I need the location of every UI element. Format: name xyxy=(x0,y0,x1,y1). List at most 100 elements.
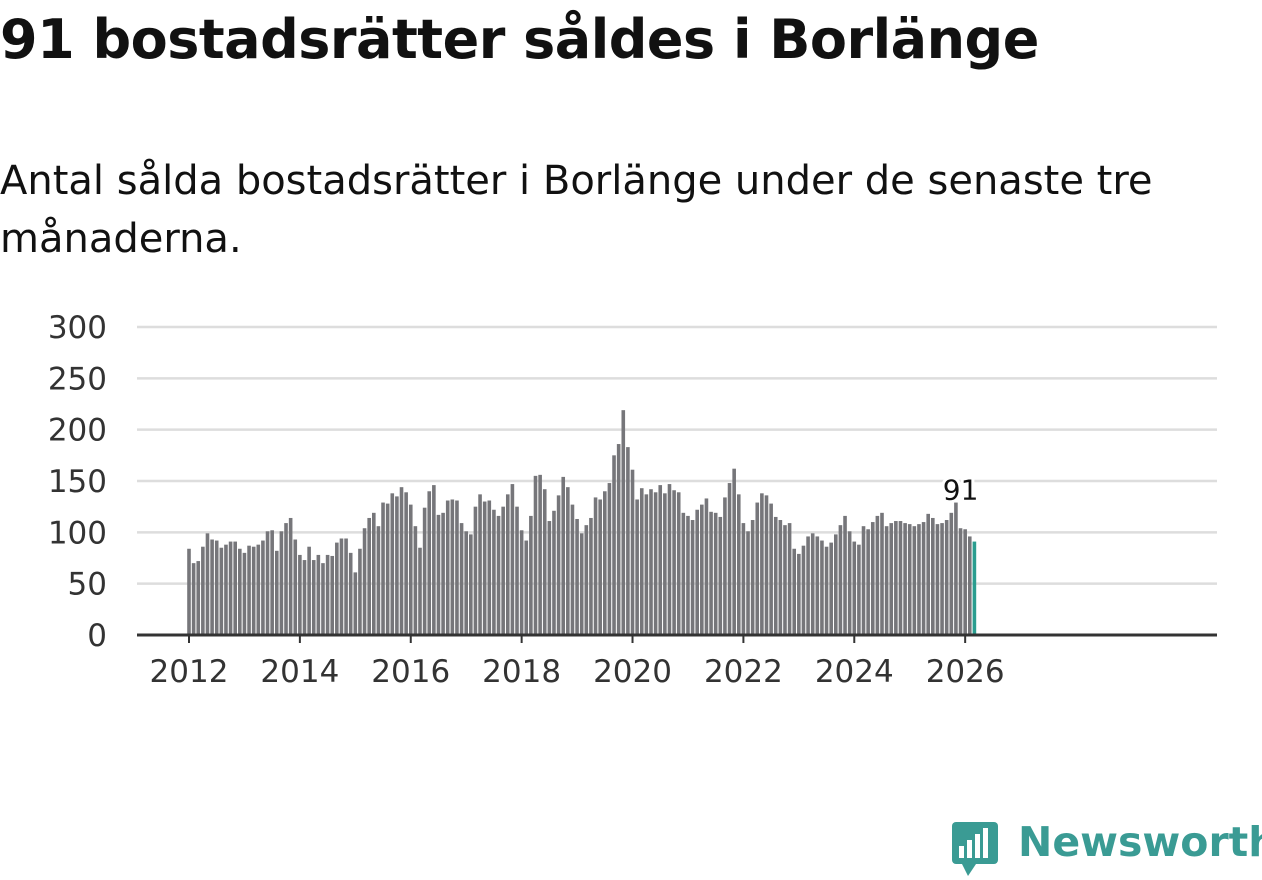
bar xyxy=(408,504,413,635)
bar xyxy=(404,492,408,635)
bar xyxy=(773,516,778,635)
bar xyxy=(764,495,769,635)
bar xyxy=(820,540,824,635)
bar xyxy=(713,512,718,635)
y-tick-label: 250 xyxy=(48,361,107,397)
bar-chart-speech-bubble-icon xyxy=(952,822,998,876)
bar xyxy=(344,538,348,635)
bar xyxy=(279,531,284,635)
bar xyxy=(630,469,635,635)
bar xyxy=(898,521,903,635)
bar xyxy=(621,410,626,635)
bar xyxy=(187,548,191,635)
bar xyxy=(561,476,566,635)
newsworthy-logo: Newsworthy xyxy=(950,818,1262,880)
x-tick-label: 2024 xyxy=(815,654,894,690)
bar xyxy=(307,546,311,635)
bar xyxy=(838,525,843,635)
x-tick-label: 2018 xyxy=(482,654,561,690)
bar xyxy=(681,512,686,635)
bar xyxy=(478,494,482,635)
bar xyxy=(852,541,857,635)
bar xyxy=(907,524,912,635)
bar xyxy=(663,493,667,635)
x-tick-label: 2016 xyxy=(371,654,450,690)
bar xyxy=(963,529,967,635)
bar xyxy=(894,521,898,635)
bar xyxy=(603,491,607,635)
bar xyxy=(385,503,390,635)
bar xyxy=(316,554,321,635)
bar xyxy=(967,536,972,635)
bar xyxy=(445,500,450,635)
bar xyxy=(732,468,736,635)
bar xyxy=(926,513,930,635)
bar xyxy=(418,547,422,635)
bar xyxy=(579,533,584,635)
bar xyxy=(293,539,298,635)
bar xyxy=(238,548,242,635)
bar xyxy=(210,539,214,635)
bar xyxy=(575,518,579,635)
bar xyxy=(274,550,279,635)
bar xyxy=(284,523,288,635)
bar xyxy=(801,545,806,635)
bar xyxy=(538,474,542,635)
bar xyxy=(395,496,399,635)
bar xyxy=(626,447,630,635)
bar xyxy=(653,492,658,635)
bar xyxy=(413,526,418,635)
gridlines xyxy=(137,325,1217,585)
bar xyxy=(473,506,478,635)
bar xyxy=(330,555,335,635)
bar xyxy=(358,548,362,635)
bar xyxy=(810,533,815,635)
bar xyxy=(552,510,556,635)
bar xyxy=(298,554,302,635)
bar xyxy=(519,530,524,635)
bar xyxy=(482,501,487,635)
bar xyxy=(635,499,639,635)
bar xyxy=(228,541,233,635)
bar xyxy=(857,544,861,635)
y-tick-label: 150 xyxy=(48,464,107,500)
x-axis: 2012 2014 2016 2018 2020 2022 2024 2026 xyxy=(137,633,1217,690)
bar xyxy=(422,507,427,635)
bar xyxy=(335,542,339,635)
bar xyxy=(256,544,261,635)
bar xyxy=(686,515,690,635)
bar xyxy=(302,560,307,635)
bar xyxy=(515,506,519,635)
bar xyxy=(201,546,205,635)
bar xyxy=(427,491,432,635)
bar xyxy=(529,515,533,635)
x-tick-label: 2020 xyxy=(593,654,672,690)
bar xyxy=(940,523,944,635)
y-tick-label: 300 xyxy=(48,310,107,346)
bar xyxy=(861,526,866,635)
bar xyxy=(797,553,801,635)
bar xyxy=(196,561,201,635)
annotations: 91 xyxy=(940,471,982,510)
bar xyxy=(547,521,552,635)
bar xyxy=(247,545,251,635)
bar xyxy=(672,490,676,635)
bar xyxy=(492,509,496,635)
bar xyxy=(598,499,602,635)
bar xyxy=(436,514,441,635)
bar xyxy=(958,528,963,635)
bar xyxy=(769,503,773,635)
bar xyxy=(889,523,894,635)
bar xyxy=(834,534,838,635)
bar xyxy=(251,546,256,635)
bar xyxy=(270,530,274,635)
bar xyxy=(723,497,727,635)
bar xyxy=(191,563,196,635)
bar xyxy=(265,531,270,635)
bar xyxy=(487,500,492,635)
bar xyxy=(311,560,316,635)
bar xyxy=(450,499,455,635)
x-tick-label: 2014 xyxy=(260,654,339,690)
bar xyxy=(931,517,935,635)
bar xyxy=(593,497,598,635)
